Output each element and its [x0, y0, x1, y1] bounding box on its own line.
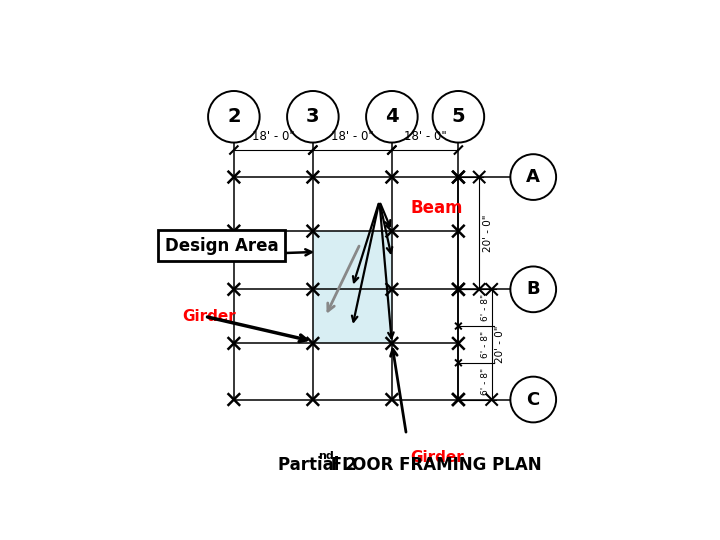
Text: 18' - 0": 18' - 0" [404, 130, 446, 143]
Text: 6' - 8": 6' - 8" [480, 368, 490, 395]
Text: Partial 2: Partial 2 [277, 456, 356, 474]
Text: B: B [526, 280, 540, 298]
Text: 2: 2 [227, 107, 240, 126]
Text: 5: 5 [451, 107, 465, 126]
Text: 18' - 0": 18' - 0" [331, 130, 374, 143]
Text: 6' - 8": 6' - 8" [480, 331, 490, 358]
Text: 20' - 0": 20' - 0" [482, 214, 492, 252]
Text: Girder: Girder [410, 450, 464, 465]
Text: 3: 3 [306, 107, 320, 126]
Text: A: A [526, 168, 540, 186]
Text: FLOOR FRAMING PLAN: FLOOR FRAMING PLAN [325, 456, 542, 474]
Text: 6' - 8": 6' - 8" [480, 294, 490, 321]
Text: Beam: Beam [410, 199, 463, 217]
Text: nd: nd [318, 451, 334, 461]
Text: 4: 4 [385, 107, 399, 126]
Text: Girder: Girder [182, 309, 235, 324]
Text: C: C [526, 390, 540, 409]
Text: Design Area: Design Area [165, 237, 278, 255]
Bar [313, 231, 392, 343]
Text: 18' - 0": 18' - 0" [252, 130, 294, 143]
Text: 20' - 0": 20' - 0" [495, 326, 505, 363]
